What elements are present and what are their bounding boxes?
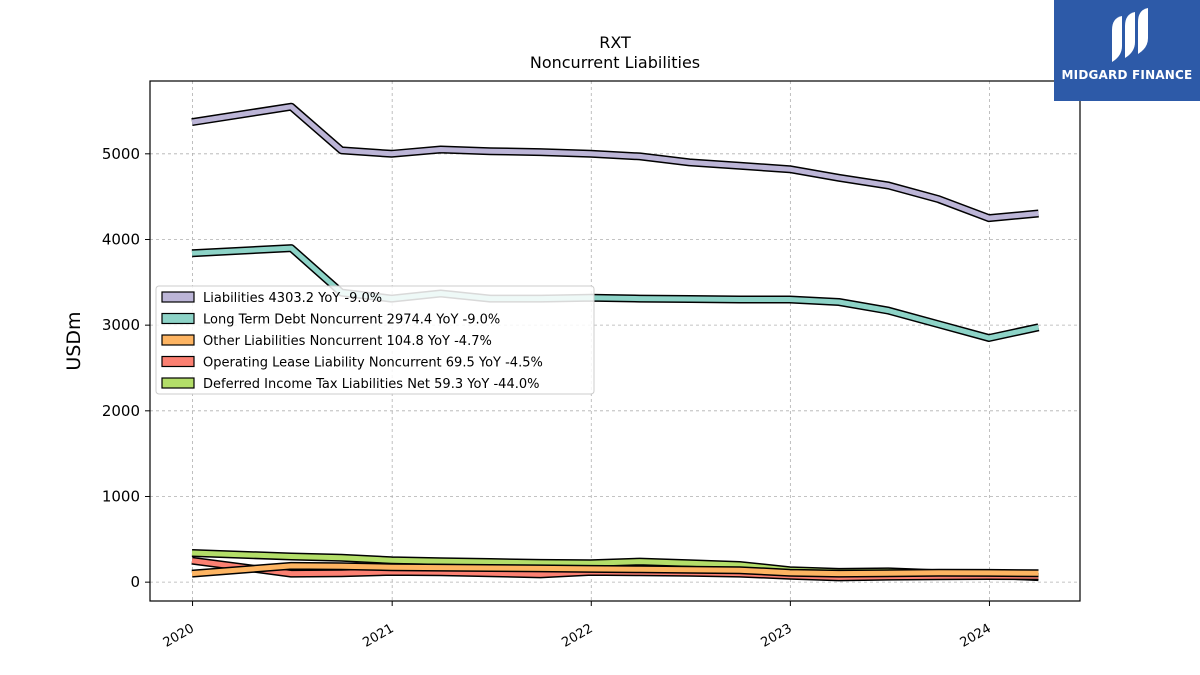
series-outline bbox=[191, 102, 1039, 223]
legend: Liabilities 4303.2 YoY -9.0% Long Term De… bbox=[155, 285, 595, 395]
series-other-liabilities-noncurrent bbox=[191, 561, 1039, 578]
y-axis-label: USDm bbox=[63, 311, 85, 370]
plot-frame bbox=[149, 80, 1081, 602]
series-line bbox=[191, 104, 1039, 221]
legend-swatch bbox=[161, 377, 195, 389]
legend-swatch bbox=[161, 334, 195, 346]
legend-entry-label: Other Liabilities Noncurrent 104.8 YoY -… bbox=[203, 334, 492, 349]
legend-swatch bbox=[161, 355, 195, 368]
chart-subtitle: Noncurrent Liabilities bbox=[530, 53, 700, 72]
legend-entry-label: Liabilities 4303.2 YoY -9.0% bbox=[203, 291, 382, 306]
legend-entry-label: Deferred Income Tax Liabilities Net 59.3… bbox=[203, 377, 539, 392]
y-tick-label: 4000 bbox=[102, 230, 140, 248]
brand-logo: MIDGARD FINANCE bbox=[1054, 0, 1200, 101]
legend-swatch bbox=[161, 312, 195, 325]
x-tick-label: 2022 bbox=[559, 621, 595, 651]
x-tick-label: 2021 bbox=[360, 621, 396, 651]
legend-swatch bbox=[161, 291, 195, 303]
series-lines bbox=[191, 102, 1040, 582]
brand-mark-icon bbox=[1112, 8, 1148, 62]
y-tick-label: 0 bbox=[130, 573, 140, 591]
y-tick-label: 1000 bbox=[102, 487, 140, 505]
legend-entry-label: Operating Lease Liability Noncurrent 69.… bbox=[203, 356, 543, 371]
y-tick-label: 3000 bbox=[102, 316, 140, 334]
chart-title: RXT bbox=[599, 33, 631, 52]
series-line bbox=[191, 563, 1039, 577]
series-liabilities bbox=[191, 102, 1039, 223]
x-tick-label: 2020 bbox=[161, 621, 197, 651]
legend-entry-label: Long Term Debt Noncurrent 2974.4 YoY -9.… bbox=[203, 313, 500, 328]
x-tick-label: 2023 bbox=[759, 621, 795, 651]
y-tick-label: 5000 bbox=[102, 145, 140, 163]
brand-name: MIDGARD FINANCE bbox=[1061, 68, 1193, 82]
legend-box bbox=[155, 285, 595, 395]
x-tick-label: 2024 bbox=[958, 621, 994, 651]
y-tick-label: 2000 bbox=[102, 402, 140, 420]
